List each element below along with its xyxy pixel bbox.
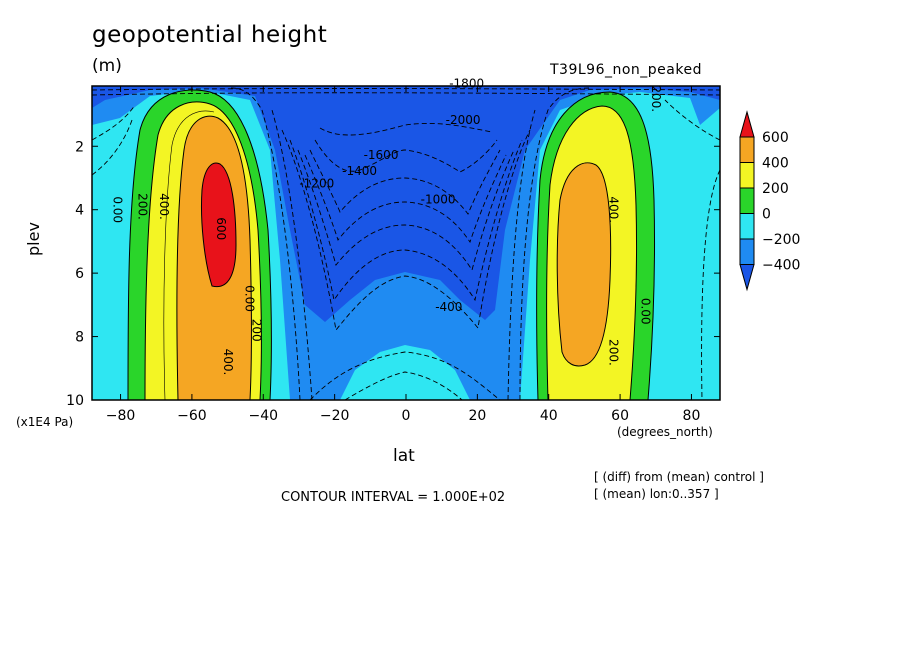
contour-dashed-9: [319, 122, 493, 136]
y-tick-label: 10: [66, 393, 84, 409]
contour-line-right-200: [546, 105, 638, 400]
x-tick-label: 80: [683, 408, 701, 424]
x-tick-label: −40: [248, 408, 278, 424]
y-tick-label: 6: [75, 266, 84, 282]
contour-label: -2000: [446, 113, 481, 127]
contour-line-right-400: [556, 162, 612, 367]
region-below-minus400: [92, 86, 720, 322]
contour-labels: 0.00 200. 400. 600 0.00 200 400. -1800 -2000 -160…: [110, 77, 663, 376]
contour-label: -1600: [364, 148, 399, 162]
chart-units: (m): [92, 56, 122, 76]
note-mean: [ (mean) lon:0..357 ]: [594, 487, 719, 501]
region-above-600-left: [201, 163, 236, 287]
colorbar-segment: [739, 162, 755, 189]
contour-dashed-5: [297, 149, 515, 272]
y-axis-unit: (x1E4 Pa): [16, 415, 74, 429]
colorbar-segment: [739, 213, 755, 240]
colorbar-top-arrow: [739, 110, 755, 138]
note-diff: [ (diff) from (mean) control ]: [594, 470, 764, 484]
chart-title: geopotential height: [92, 22, 328, 48]
axes: −80 −60 −40 −20 0 20 40 60 80 2 4 6 8 10: [66, 86, 720, 424]
contour-dashed-13: [507, 109, 536, 400]
contour-label: 400.: [606, 196, 620, 223]
x-tick-label: 0: [402, 408, 411, 424]
contour-label: 200.: [649, 85, 663, 112]
negative-contours: [92, 87, 720, 400]
contour-line-left-400: [176, 115, 252, 400]
colorbar-segment: [739, 238, 755, 265]
contour-label: 200: [250, 319, 264, 342]
contour-dashed-12: [519, 87, 591, 400]
colorbar-label: 0: [762, 207, 771, 223]
contour-dashed-11: [344, 371, 463, 400]
contour-dashed-3: [281, 129, 531, 332]
contour-label: -1200: [299, 176, 334, 190]
x-axis-label: lat: [393, 446, 415, 466]
contour-label: -400: [435, 300, 462, 314]
contour-line-right-0: [536, 91, 656, 400]
contour-dashed-8: [314, 139, 498, 173]
contour-line-left-600: [201, 162, 237, 288]
contour-dashed-4: [289, 139, 523, 302]
contour-lines: [127, 89, 656, 400]
colorbar-label: 200: [762, 181, 789, 197]
contour-label: 600: [214, 217, 228, 240]
y-tick-label: 2: [75, 139, 84, 155]
x-tick-label: −80: [106, 408, 136, 424]
contour-dashed-14: [92, 104, 136, 141]
y-tick-label: 4: [75, 203, 84, 219]
y-tick-label: 8: [75, 330, 84, 346]
x-tick-label: −60: [177, 408, 207, 424]
contour-interval: CONTOUR INTERVAL = 1.000E+02: [281, 490, 506, 505]
filled-contours: [92, 86, 720, 400]
x-tick-label: −20: [320, 408, 350, 424]
contour-label: 200.: [135, 193, 149, 220]
colorbar-label: −200: [762, 232, 800, 248]
contour-dashed-17: [701, 169, 720, 400]
contour-label: -1000: [421, 192, 456, 206]
contour-dashed-7: [309, 149, 501, 215]
run-label: T39L96_non_peaked: [550, 62, 702, 78]
contour-label: 0.00: [242, 285, 256, 312]
x-axis-unit: (degrees_north): [617, 425, 713, 439]
contour-label: -1800: [449, 77, 484, 91]
contour-label: 400.: [221, 349, 235, 376]
contour-dashed-19: [92, 88, 720, 91]
contour-dashed-16: [664, 99, 720, 141]
colorbar-bottom-arrow: [739, 264, 755, 292]
x-tick-label: 40: [540, 408, 558, 424]
contour-label: 200.: [606, 339, 620, 366]
contour-dashed-6: [304, 154, 507, 244]
x-tick-label: 20: [468, 408, 486, 424]
contour-label: 400.: [157, 193, 171, 220]
colorbar-segment: [739, 187, 755, 214]
colorbar-segment: [739, 136, 755, 163]
contour-label: -1400: [342, 164, 377, 178]
contour-line-left-0: [127, 89, 272, 400]
x-tick-label: 60: [611, 408, 629, 424]
contour-label: 0.00: [639, 298, 653, 325]
region-400-600-right: [557, 162, 611, 366]
contour-line-left-200: [144, 101, 262, 400]
contour-dashed-10: [309, 351, 501, 400]
contour-line-left-inner: [163, 110, 215, 400]
colorbar-label: −400: [762, 258, 800, 274]
colorbar: 600 400 200 0 −200 −400: [739, 110, 800, 292]
colorbar-label: 400: [762, 156, 789, 172]
colorbar-label: 600: [762, 130, 789, 146]
contour-dashed-18: [92, 92, 720, 96]
contour-dashed-15: [92, 119, 133, 176]
contour-label: 0.00: [110, 196, 124, 223]
